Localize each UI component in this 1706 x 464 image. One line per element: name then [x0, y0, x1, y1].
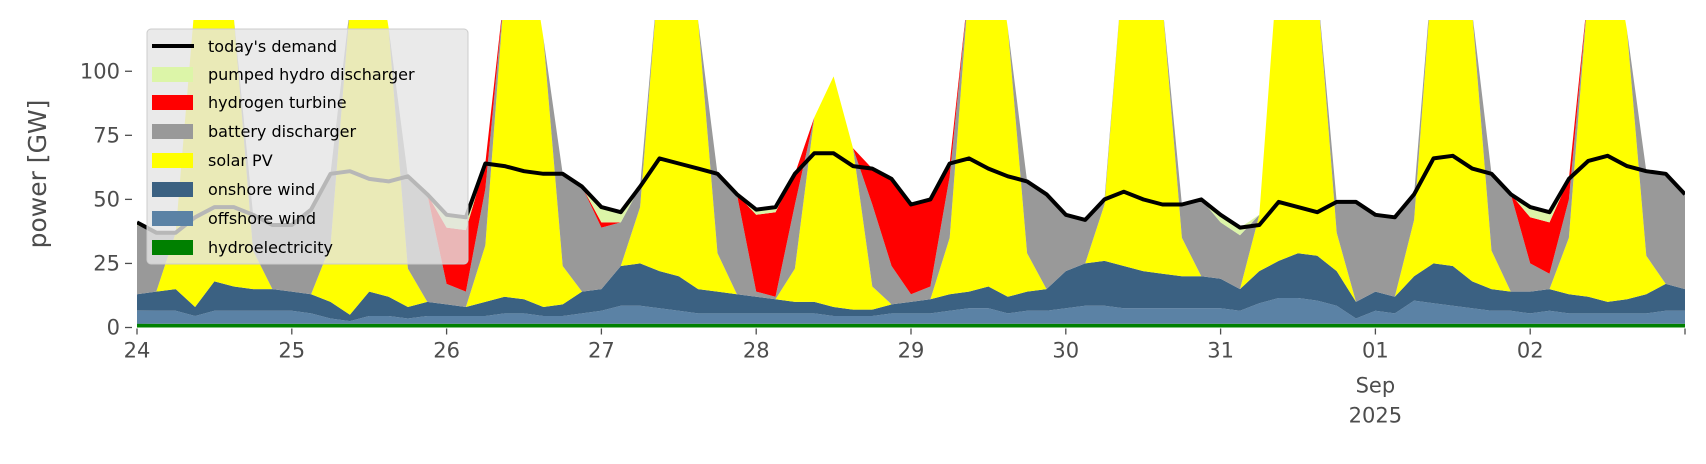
- legend: today's demand pumped hydro discharger hyd…: [146, 28, 469, 265]
- x-axis: 24 25 26 27 28 29 30 31 01 Sep 2025 02: [124, 328, 1686, 428]
- area-onshore-wind: [137, 253, 1685, 322]
- legend-swatch: [152, 95, 193, 110]
- area-battery-discharger: [137, 20, 1685, 307]
- area-offshore-wind: [137, 298, 1685, 324]
- y-tick-label: 75: [93, 123, 120, 147]
- y-axis: 0 25 50 75 100: [80, 59, 132, 340]
- legend-item-onshore-wind: onshore wind: [152, 180, 315, 199]
- area-hydroelectricity: [137, 323, 1685, 328]
- x-tick-label: 26: [433, 339, 460, 363]
- legend-swatch: [152, 124, 193, 139]
- x-tick-label: 25: [278, 339, 305, 363]
- y-tick-label: 50: [93, 187, 120, 211]
- y-tick-label: 0: [107, 316, 120, 340]
- legend-swatch: [152, 153, 193, 168]
- y-tick-label: 100: [80, 59, 120, 83]
- legend-item-pumped-hydro-discharger: pumped hydro discharger: [152, 65, 415, 84]
- area-pumped-hydro-discharger: [137, 20, 1685, 236]
- legend-label: solar PV: [208, 151, 273, 170]
- legend-swatch: [152, 211, 193, 226]
- x-tick-year: 2025: [1349, 404, 1402, 428]
- x-tick-label: 27: [588, 339, 615, 363]
- legend-item-hydroelectricity: hydroelectricity: [152, 238, 333, 257]
- legend-swatch: [152, 182, 193, 197]
- legend-item-battery-discharger: battery discharger: [152, 122, 356, 141]
- area-hydrogen-turbine: [137, 20, 1685, 297]
- legend-label: onshore wind: [208, 180, 315, 199]
- y-tick-label: 25: [93, 251, 120, 275]
- x-tick-label: 01: [1362, 339, 1389, 363]
- legend-item-solar-pv: solar PV: [152, 151, 273, 170]
- legend-label: hydroelectricity: [208, 238, 333, 257]
- stacked-areas: [137, 20, 1685, 328]
- x-tick-label: 28: [743, 339, 770, 363]
- x-tick-month: Sep: [1356, 374, 1396, 398]
- legend-label: pumped hydro discharger: [208, 65, 415, 84]
- legend-swatch: [152, 67, 193, 82]
- legend-label: today's demand: [208, 37, 337, 56]
- legend-item-hydrogen-turbine: hydrogen turbine: [152, 93, 347, 112]
- x-tick-label: 30: [1052, 339, 1079, 363]
- legend-item-offshore-wind: offshore wind: [152, 209, 316, 228]
- legend-swatch: [152, 240, 193, 255]
- y-axis-label: power [GW]: [23, 100, 52, 249]
- legend-label: offshore wind: [208, 209, 316, 228]
- legend-label: hydrogen turbine: [208, 93, 347, 112]
- x-tick-label: 24: [124, 339, 151, 363]
- legend-item-today-s-demand: today's demand: [152, 37, 337, 56]
- x-tick-label: 29: [898, 339, 925, 363]
- area-solar-pv: [137, 20, 1685, 315]
- legend-frame: [146, 28, 469, 265]
- x-tick-label: 02: [1517, 339, 1544, 363]
- legend-label: battery discharger: [208, 122, 356, 141]
- x-tick-label: 31: [1207, 339, 1234, 363]
